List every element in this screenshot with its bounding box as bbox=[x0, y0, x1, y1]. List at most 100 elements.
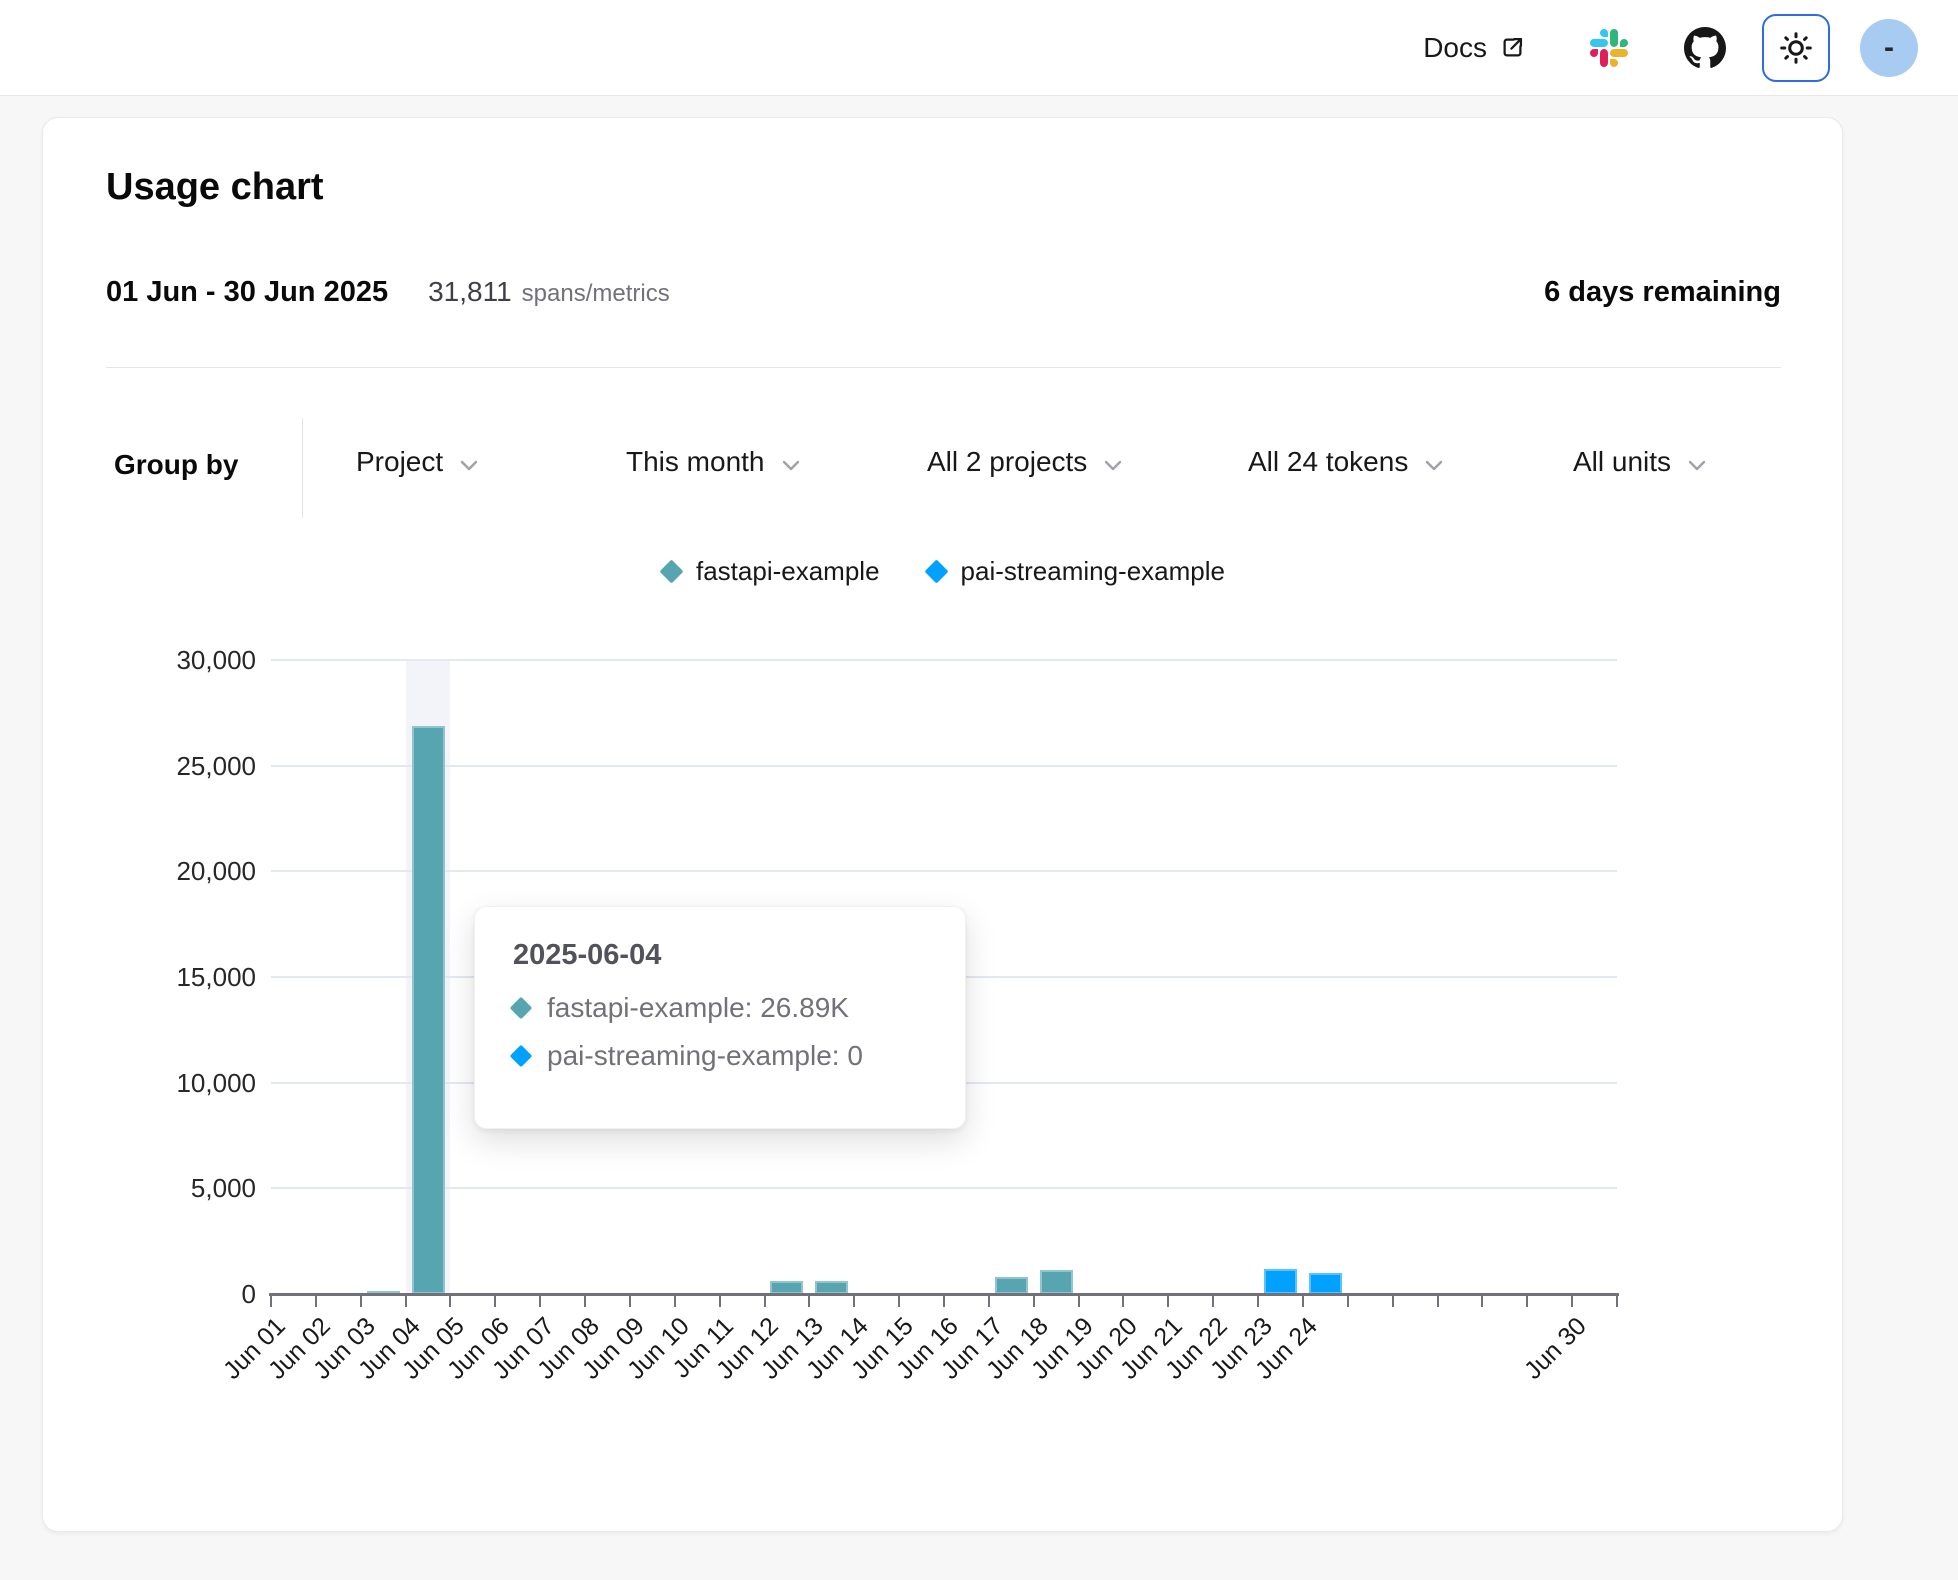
units-dropdown[interactable]: All units bbox=[1573, 446, 1709, 478]
series-diamond-icon bbox=[509, 996, 533, 1020]
gridline bbox=[271, 764, 1617, 767]
y-tick-label: 10,000 bbox=[176, 1067, 256, 1098]
x-axis-tick bbox=[270, 1296, 272, 1307]
series-diamond-icon bbox=[509, 1044, 533, 1068]
projects-dropdown[interactable]: All 2 projects bbox=[927, 446, 1125, 478]
tooltip-row: pai-streaming-example: 0 bbox=[509, 1040, 927, 1072]
x-axis-tick bbox=[1481, 1296, 1484, 1307]
x-axis-tick bbox=[1571, 1296, 1574, 1307]
x-axis-tick bbox=[1301, 1296, 1304, 1307]
bar-fastapi-example-jun-03[interactable] bbox=[366, 1290, 400, 1294]
tokens-dropdown-value: All 24 tokens bbox=[1248, 446, 1409, 477]
avatar[interactable]: - bbox=[1860, 18, 1918, 77]
x-axis-tick bbox=[853, 1296, 856, 1307]
y-tick-label: 30,000 bbox=[176, 645, 256, 675]
tooltip-row: fastapi-example: 26.89K bbox=[509, 992, 927, 1024]
external-link-icon bbox=[1499, 34, 1526, 61]
top-bar: Docs bbox=[0, 0, 1958, 96]
x-axis-tick bbox=[404, 1296, 407, 1307]
x-axis-tick bbox=[314, 1296, 317, 1307]
gridline bbox=[271, 659, 1617, 661]
chevron-down-icon bbox=[460, 460, 478, 470]
x-axis-tick bbox=[1526, 1296, 1529, 1307]
y-axis-labels: 0 5,000 10,000 15,000 20,000 25,000 30,000 bbox=[43, 645, 256, 1309]
chevron-down-icon bbox=[782, 460, 799, 470]
slack-icon[interactable] bbox=[1590, 28, 1628, 67]
divider bbox=[106, 367, 1781, 368]
gridline bbox=[271, 870, 1617, 873]
chart-legend: fastapi-example pai-streaming-example bbox=[271, 556, 1617, 587]
tooltip-row-label: pai-streaming-example: 0 bbox=[547, 1040, 863, 1071]
x-axis-tick bbox=[673, 1296, 676, 1307]
github-icon[interactable] bbox=[1684, 26, 1726, 69]
legend-item-pai-streaming-example[interactable]: pai-streaming-example bbox=[924, 556, 1225, 587]
series-diamond-icon bbox=[659, 559, 684, 584]
x-tick-label: Jun 30 bbox=[1519, 1312, 1592, 1385]
vertical-divider bbox=[302, 418, 303, 518]
gridline bbox=[271, 1187, 1617, 1190]
period-dropdown[interactable]: This month bbox=[626, 446, 803, 478]
x-axis-tick bbox=[718, 1296, 721, 1307]
x-axis-tick bbox=[1346, 1296, 1349, 1307]
tooltip-row-label: fastapi-example: 26.89K bbox=[547, 992, 849, 1023]
x-axis-tick bbox=[1167, 1296, 1170, 1307]
total-count: 31,811 bbox=[428, 276, 512, 307]
chevron-down-icon bbox=[1105, 460, 1122, 470]
docs-link-label: Docs bbox=[1423, 31, 1487, 63]
x-axis-tick bbox=[1436, 1296, 1439, 1307]
date-range: 01 Jun - 30 Jun 2025 bbox=[106, 276, 389, 308]
usage-card: Usage chart 01 Jun - 30 Jun 2025 31,811 … bbox=[42, 117, 1843, 1532]
bar-fastapi-example-jun-12[interactable] bbox=[770, 1281, 804, 1294]
theme-toggle-button[interactable] bbox=[1762, 13, 1830, 82]
x-axis-tick bbox=[584, 1296, 587, 1307]
bar-pai-streaming-example-jun-23[interactable] bbox=[1264, 1268, 1297, 1294]
x-axis-tick bbox=[1257, 1296, 1260, 1307]
days-remaining: 6 days remaining bbox=[1544, 276, 1781, 308]
x-axis-tick bbox=[1032, 1296, 1035, 1307]
sun-icon bbox=[1778, 30, 1814, 66]
chevron-down-icon bbox=[1688, 460, 1706, 470]
x-axis-tick bbox=[494, 1296, 497, 1307]
total-unit: spans/metrics bbox=[521, 280, 670, 307]
y-tick-label: 0 bbox=[241, 1279, 256, 1309]
x-axis-tick bbox=[628, 1296, 631, 1307]
group-by-label: Group by bbox=[114, 449, 239, 480]
x-axis-tick bbox=[359, 1296, 362, 1307]
legend-item-fastapi-example[interactable]: fastapi-example bbox=[659, 556, 880, 587]
page-title: Usage chart bbox=[106, 166, 324, 208]
x-axis-tick bbox=[1616, 1296, 1618, 1307]
bar-fastapi-example-jun-13[interactable] bbox=[815, 1281, 849, 1294]
x-axis-tick bbox=[1077, 1296, 1080, 1307]
x-axis-tick bbox=[763, 1296, 766, 1307]
x-axis-tick bbox=[539, 1296, 542, 1307]
bar-pai-streaming-example-jun-24[interactable] bbox=[1308, 1272, 1342, 1294]
bar-fastapi-example-jun-18[interactable] bbox=[1039, 1269, 1073, 1294]
y-tick-label: 25,000 bbox=[176, 750, 256, 781]
x-axis-tick bbox=[449, 1296, 452, 1307]
y-tick-label: 20,000 bbox=[176, 856, 256, 887]
period-dropdown-value: This month bbox=[626, 446, 765, 477]
group-by-dropdown-value: Project bbox=[356, 446, 444, 477]
x-axis-tick bbox=[898, 1296, 901, 1307]
x-axis-tick bbox=[943, 1296, 945, 1307]
tooltip-date: 2025-06-04 bbox=[513, 939, 662, 971]
units-dropdown-value: All units bbox=[1573, 446, 1672, 477]
y-tick-label: 15,000 bbox=[176, 962, 256, 992]
legend-label: pai-streaming-example bbox=[960, 556, 1225, 586]
usage-bar-chart: Jun 01 Jun 02 Jun 03 Jun 04 Jun 05 Jun 06 Jun … bbox=[218, 659, 1619, 1385]
legend-label: fastapi-example bbox=[696, 556, 880, 586]
usage-meta-row: 01 Jun - 30 Jun 2025 31,811 spans/metric… bbox=[106, 276, 1781, 309]
projects-dropdown-value: All 2 projects bbox=[927, 446, 1088, 477]
y-tick-label: 5,000 bbox=[190, 1173, 256, 1204]
x-axis-line bbox=[269, 1293, 1619, 1296]
docs-link[interactable]: Docs bbox=[1423, 32, 1526, 64]
series-diamond-icon bbox=[924, 559, 949, 584]
tokens-dropdown[interactable]: All 24 tokens bbox=[1248, 446, 1446, 478]
chevron-down-icon bbox=[1426, 460, 1443, 470]
bar-fastapi-example-jun-04[interactable] bbox=[411, 725, 445, 1294]
group-by-dropdown[interactable]: Project bbox=[356, 446, 481, 478]
bar-fastapi-example-jun-17[interactable] bbox=[994, 1277, 1028, 1294]
x-axis-tick bbox=[808, 1296, 811, 1307]
avatar-label: - bbox=[1884, 30, 1894, 64]
